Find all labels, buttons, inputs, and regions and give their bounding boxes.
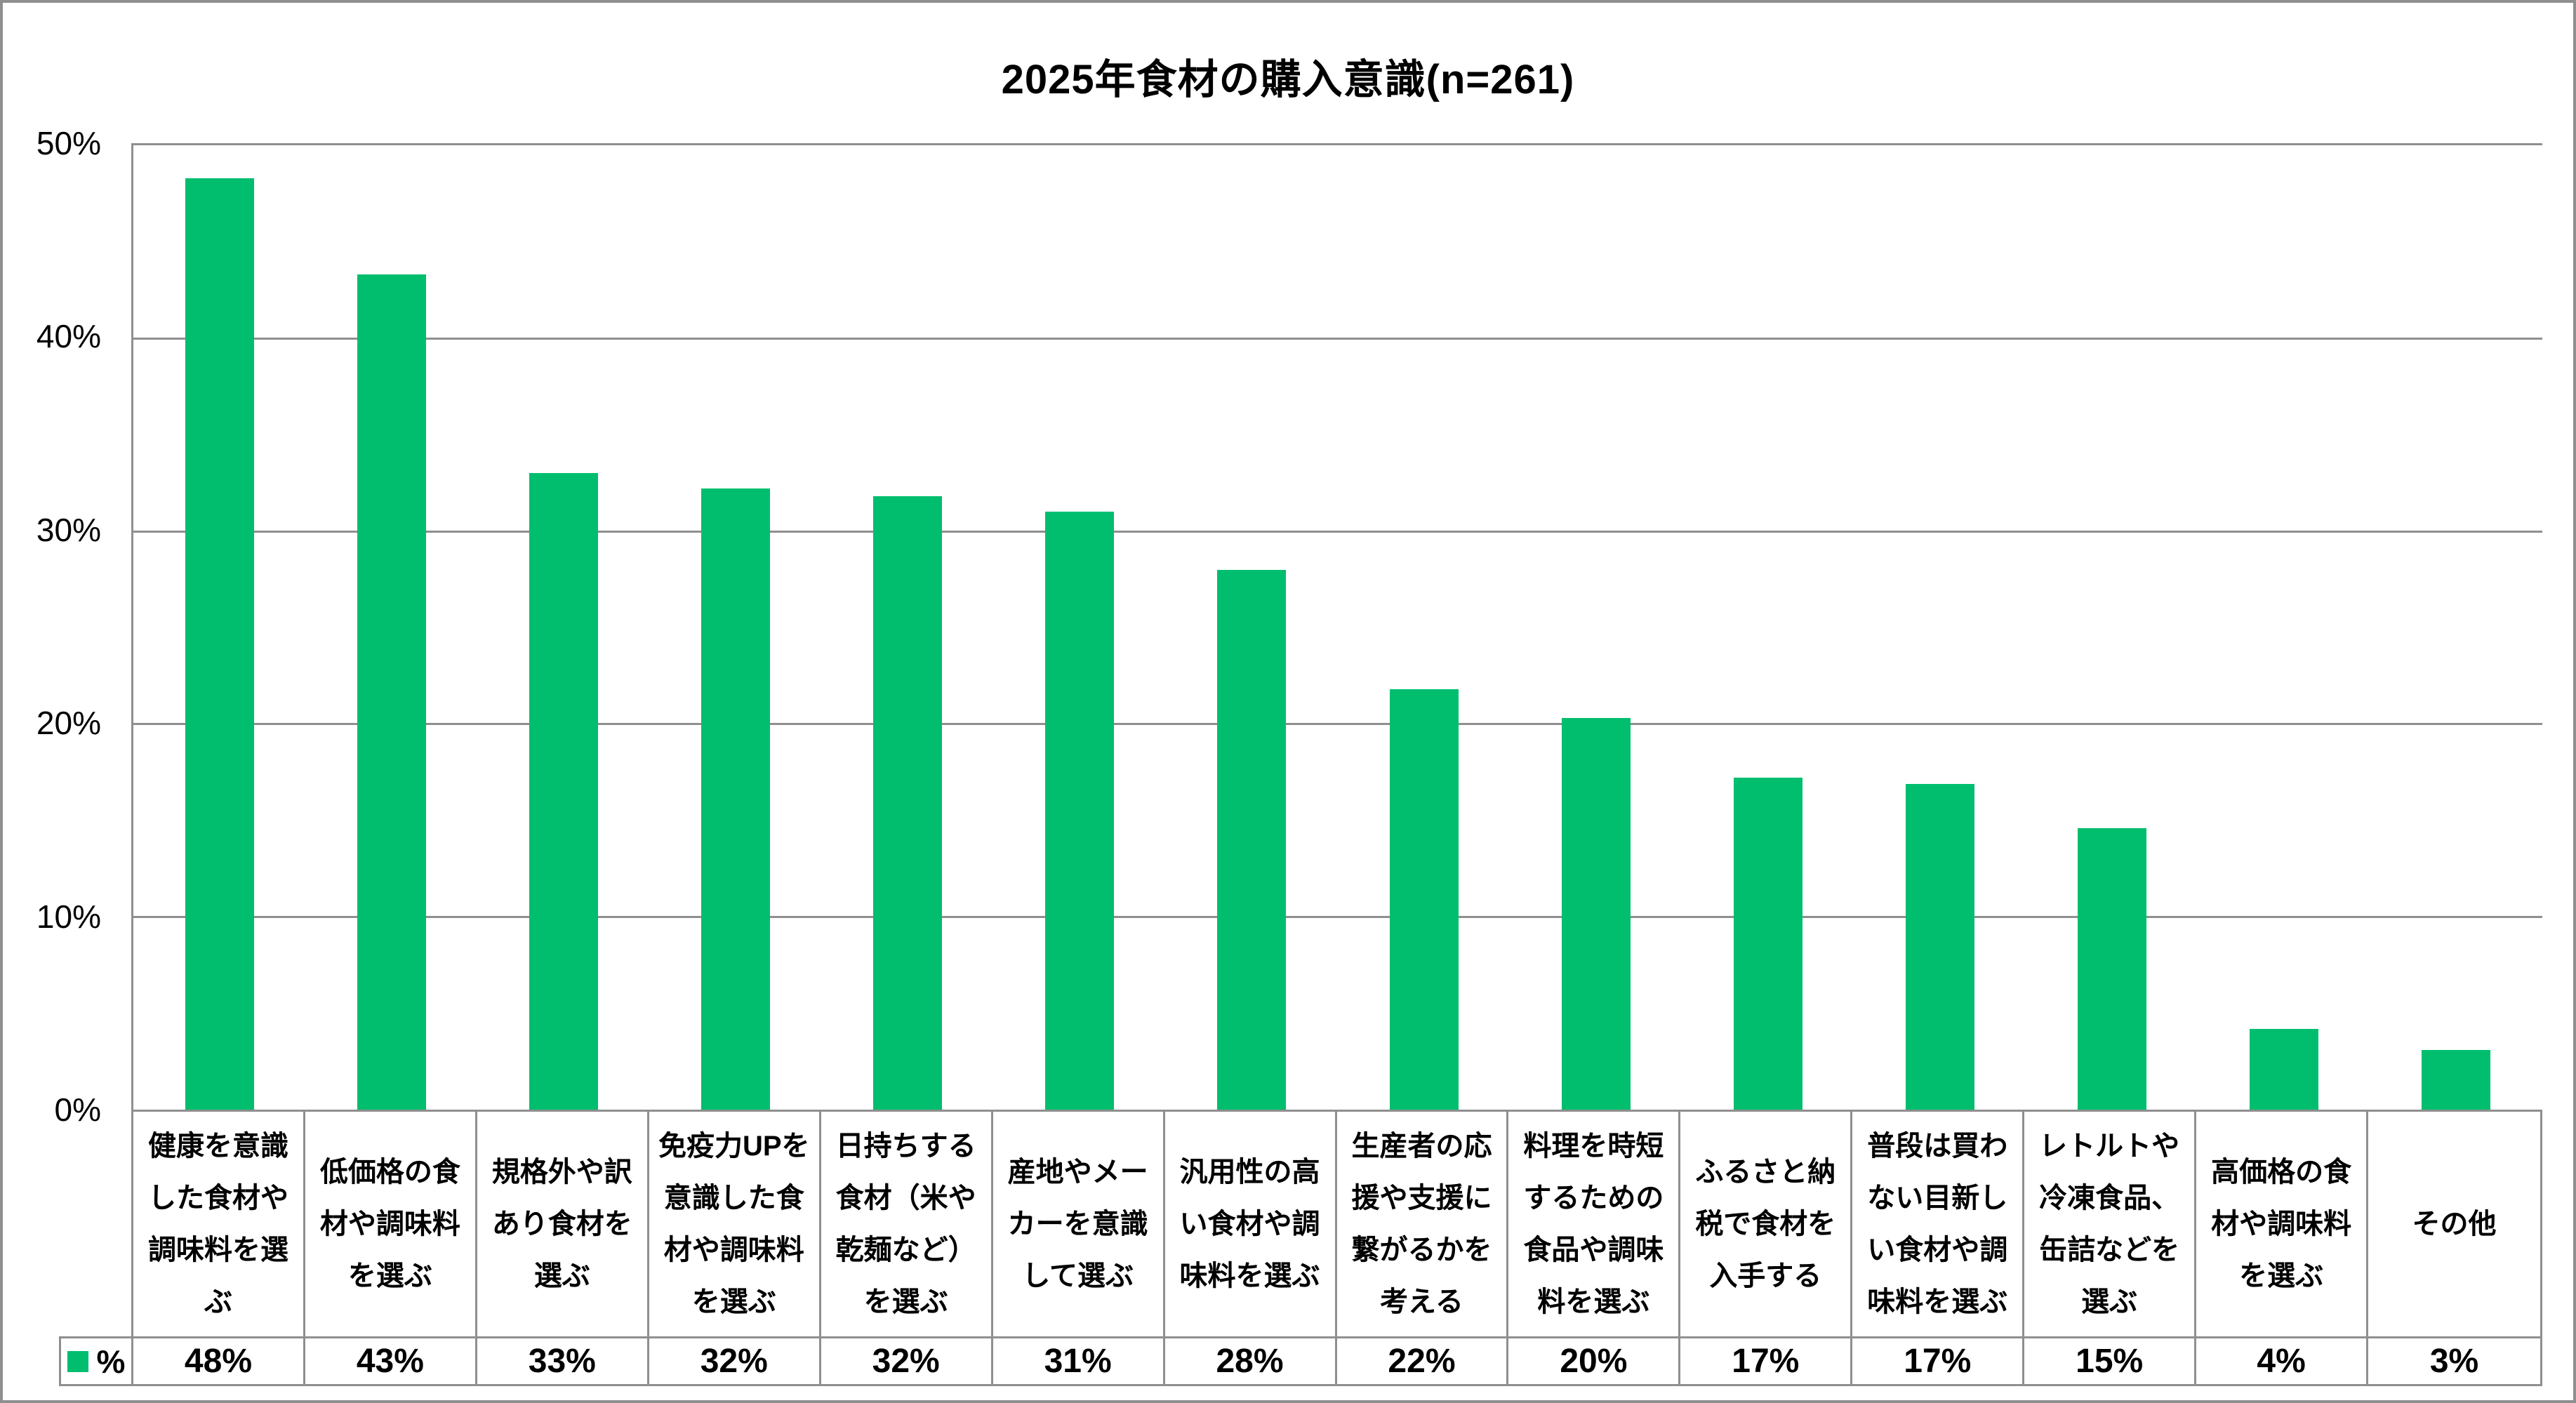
value-cell-5: 32% [821,1338,993,1384]
legend: % [59,1336,133,1386]
bar-6 [1045,512,1115,1110]
value-cell-11: 17% [1852,1338,2025,1384]
category-label-9: 料理を時短するための食品や調味料を選ぶ [1508,1112,1681,1336]
value-cell-7: 28% [1165,1338,1337,1384]
category-label-5: 日持ちする食材（米や乾麺など）を選ぶ [821,1112,993,1336]
gridline-30 [133,530,2542,533]
category-value-table: 健康を意識した食材や調味料を選ぶ 低価格の食材や調味料を選ぶ 規格外や訳あり食材を選… [131,1110,2542,1386]
value-cell-8: 22% [1337,1338,1509,1384]
y-tick-label-20: 20% [36,705,101,742]
bar-8 [1389,689,1459,1110]
y-tick-label-30: 30% [36,511,101,548]
category-label-13: 高価格の食材や調味料を選ぶ [2196,1112,2369,1336]
category-label-7: 汎用性の高い食材や調味料を選ぶ [1165,1112,1337,1336]
category-label-6: 産地やメーカーを意識して選ぶ [993,1112,1165,1336]
bar-11 [1905,783,1975,1110]
plot-area [131,143,2542,1110]
y-tick-label-10: 10% [36,898,101,935]
value-cell-1: 48% [133,1338,305,1384]
bar-5 [873,496,943,1110]
category-label-2: 低価格の食材や調味料を選ぶ [305,1112,477,1336]
value-cell-3: 33% [477,1338,649,1384]
category-label-8: 生産者の応援や支援に繋がるかを考える [1337,1112,1509,1336]
bar-1 [185,178,254,1110]
category-row: 健康を意識した食材や調味料を選ぶ 低価格の食材や調味料を選ぶ 規格外や訳あり食材を選… [133,1112,2540,1338]
category-label-12: レトルトや冷凍食品、缶詰などを選ぶ [2024,1112,2197,1336]
y-tick-label-40: 40% [36,318,101,355]
bar-4 [701,488,771,1110]
legend-swatch-icon [67,1350,88,1372]
bar-9 [1561,718,1631,1110]
y-axis: 50% 40% 30% 20% 10% 0% [3,127,101,1126]
category-label-3: 規格外や訳あり食材を選ぶ [477,1112,649,1336]
bar-7 [1217,569,1287,1110]
bar-3 [529,473,598,1110]
value-cell-10: 17% [1680,1338,1853,1384]
value-cell-4: 32% [649,1338,821,1384]
category-label-1: 健康を意識した食材や調味料を選ぶ [133,1112,305,1336]
chart-title: 2025年食材の購入意識(n=261) [1001,57,1575,102]
value-cell-13: 4% [2196,1338,2369,1384]
category-label-11: 普段は買わない目新しい食材や調味料を選ぶ [1852,1112,2025,1336]
value-cell-6: 31% [993,1338,1165,1384]
y-tick-label-50: 50% [36,125,101,161]
bar-13 [2250,1028,2319,1110]
bar-2 [357,274,426,1110]
category-label-10: ふるさと納税で食材を入手する [1680,1112,1853,1336]
bar-12 [2078,827,2147,1110]
value-cell-9: 20% [1508,1338,1681,1384]
gridline-10 [133,916,2542,919]
legend-label: % [96,1343,126,1380]
value-row: 48% 43% 33% 32% 32% 31% 28% 22% 20% 17% 17% 15% 4% 3% [133,1338,2540,1384]
category-label-4: 免疫力UPを意識した食材や調味料を選ぶ [649,1112,821,1336]
value-cell-2: 43% [305,1338,477,1384]
gridline-40 [133,337,2542,340]
gridline-20 [133,723,2542,726]
value-cell-12: 15% [2024,1338,2197,1384]
y-tick-label-0: 0% [54,1091,101,1128]
category-label-14: その他 [2412,1209,2497,1239]
bar-14 [2422,1049,2491,1110]
bar-10 [1733,778,1802,1110]
value-cell-14: 3% [2429,1343,2479,1380]
